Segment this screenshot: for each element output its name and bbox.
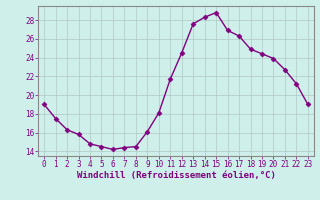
X-axis label: Windchill (Refroidissement éolien,°C): Windchill (Refroidissement éolien,°C) — [76, 171, 276, 180]
